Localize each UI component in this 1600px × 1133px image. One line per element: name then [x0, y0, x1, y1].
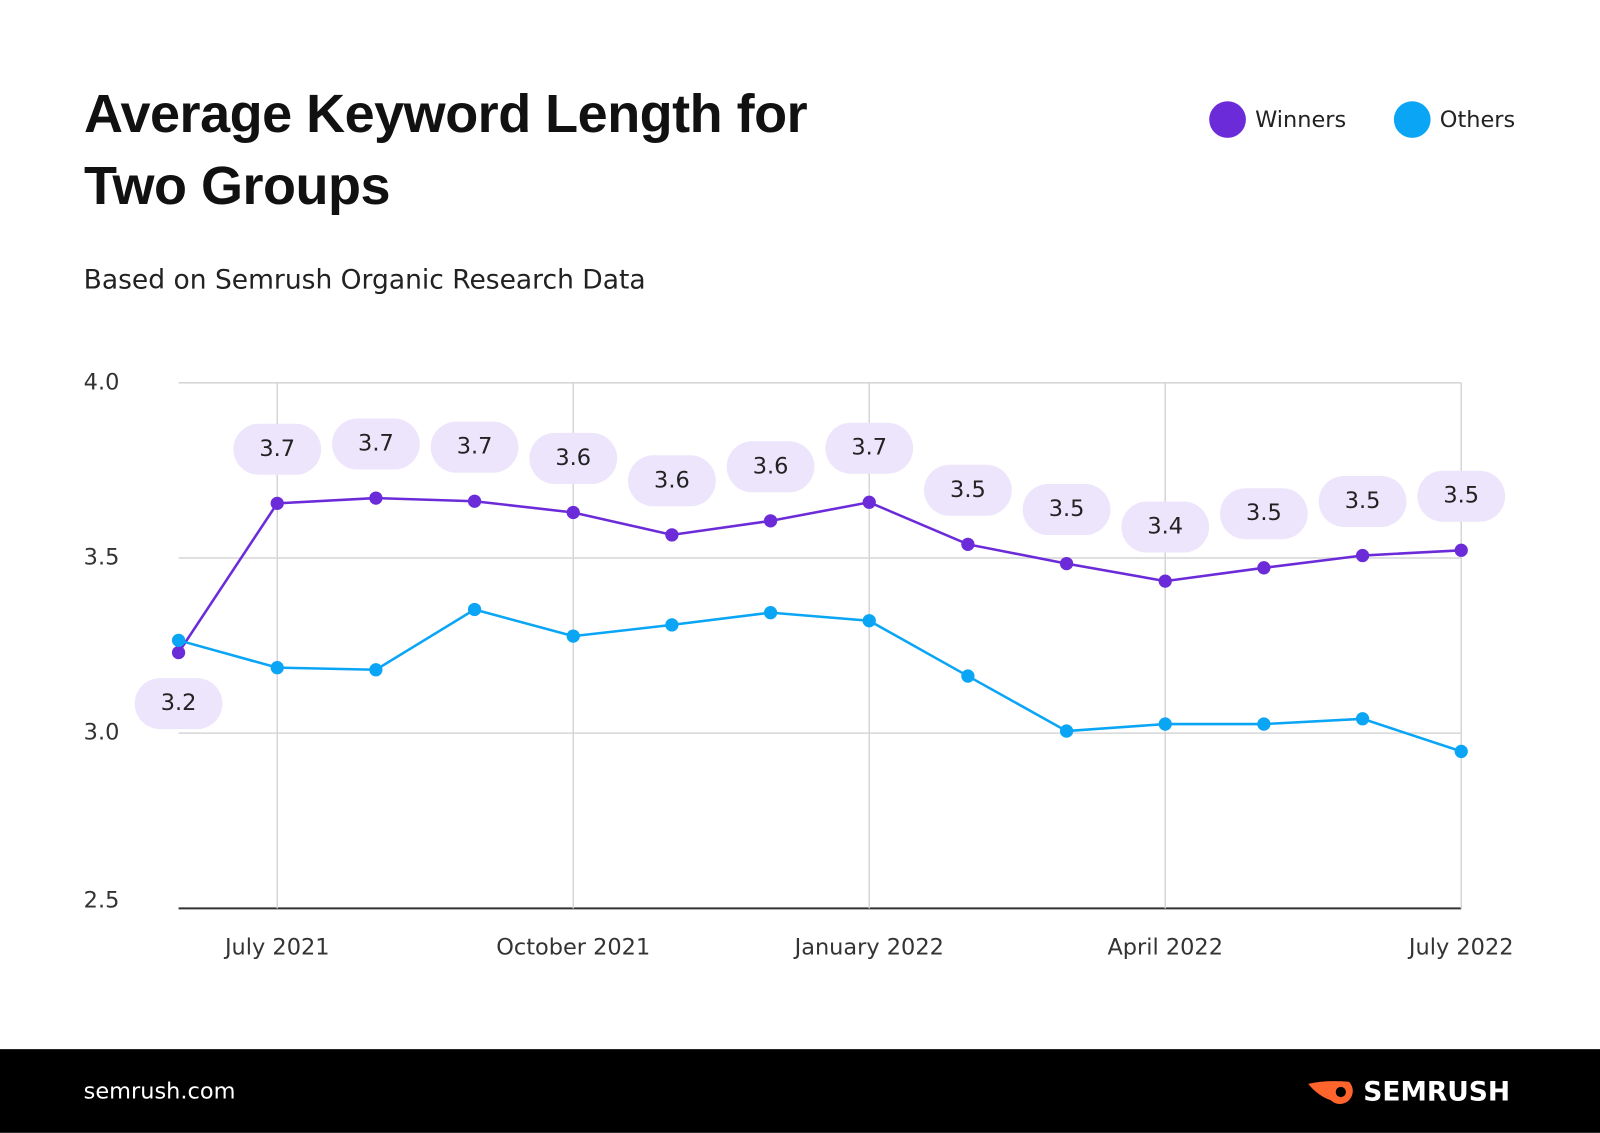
data-label-bubble	[1220, 488, 1308, 540]
data-label: 3.2	[161, 690, 197, 716]
data-point	[1257, 717, 1271, 731]
data-point	[467, 494, 482, 508]
data-label: 3.7	[259, 436, 295, 462]
data-label-bubble	[134, 678, 223, 730]
data-point	[665, 618, 679, 632]
data-label: 3.4	[1147, 514, 1183, 540]
data-label-bubble	[628, 455, 716, 507]
data-label: 3.5	[950, 477, 986, 503]
data-label: 3.7	[457, 434, 493, 460]
data-point	[862, 614, 876, 628]
y-tick-label: 2.5	[84, 888, 120, 914]
data-label-bubble	[430, 421, 519, 473]
data-point	[763, 514, 778, 528]
data-label-bubble	[332, 418, 420, 470]
data-point	[171, 645, 186, 660]
data-label-bubble	[726, 441, 815, 493]
data-point	[171, 633, 186, 647]
legend-label: Winners	[1255, 107, 1346, 133]
data-point	[270, 496, 284, 510]
data-point	[1158, 717, 1172, 731]
brand-logo	[1308, 1081, 1353, 1104]
x-tick-label: October 2021	[496, 935, 650, 961]
data-label: 3.6	[753, 453, 789, 479]
data-point	[1257, 561, 1271, 575]
data-label-bubble	[1318, 475, 1407, 527]
footer-site: semrush.com	[84, 1079, 236, 1105]
footer-brand: SEMRUSH	[1363, 1077, 1510, 1108]
data-label-bubble	[529, 432, 618, 484]
data-label: 3.7	[358, 431, 394, 457]
data-point	[1059, 724, 1074, 738]
data-label: 3.5	[1443, 483, 1479, 509]
x-tick-label: July 2021	[223, 935, 330, 961]
y-tick-label: 4.0	[84, 369, 120, 395]
x-tick-label: April 2022	[1107, 935, 1223, 961]
y-tick-label: 3.0	[84, 720, 120, 746]
data-label-bubble	[1417, 470, 1506, 522]
data-label-bubble	[233, 423, 322, 475]
data-point	[566, 505, 580, 520]
data-point	[862, 495, 876, 509]
data-label: 3.5	[1345, 488, 1381, 514]
data-point	[1158, 574, 1172, 588]
data-point	[369, 663, 383, 677]
legend-label: Others	[1440, 107, 1515, 133]
series-line	[178, 608, 1462, 753]
legend-marker	[1209, 101, 1246, 138]
data-label: 3.6	[654, 467, 690, 493]
data-point	[1454, 744, 1468, 759]
data-point	[1355, 548, 1370, 563]
data-label: 3.6	[555, 445, 591, 471]
data-label-bubble	[1022, 484, 1111, 536]
y-tick-label: 3.5	[84, 544, 120, 570]
chart-title: Average Keyword Length for Two Groups	[84, 84, 808, 216]
brand-icon	[1308, 1081, 1353, 1104]
data-point	[1355, 712, 1370, 726]
data-label: 3.7	[851, 435, 887, 461]
data-point	[665, 528, 679, 542]
x-tick-label: July 2022	[1407, 935, 1514, 961]
chart-subtitle: Based on Semrush Organic Research Data	[84, 264, 646, 295]
data-label: 3.5	[1049, 496, 1085, 522]
data-label-bubble	[825, 422, 914, 474]
footer-bar	[0, 1049, 1600, 1133]
data-point	[961, 537, 975, 551]
data-point	[369, 491, 383, 505]
series-line	[177, 496, 1462, 654]
data-point	[270, 661, 284, 675]
data-point	[961, 669, 975, 683]
brand-icon-dot	[1335, 1086, 1346, 1098]
data-point	[566, 629, 580, 643]
data-point	[467, 602, 482, 617]
data-label: 3.5	[1246, 500, 1282, 526]
data-point	[1059, 556, 1074, 571]
legend-marker	[1393, 101, 1431, 138]
data-label-bubble	[1121, 501, 1210, 553]
data-label-bubble	[924, 464, 1012, 516]
x-tick-label: January 2022	[793, 935, 944, 961]
data-point	[763, 606, 778, 620]
data-point	[1454, 543, 1468, 557]
